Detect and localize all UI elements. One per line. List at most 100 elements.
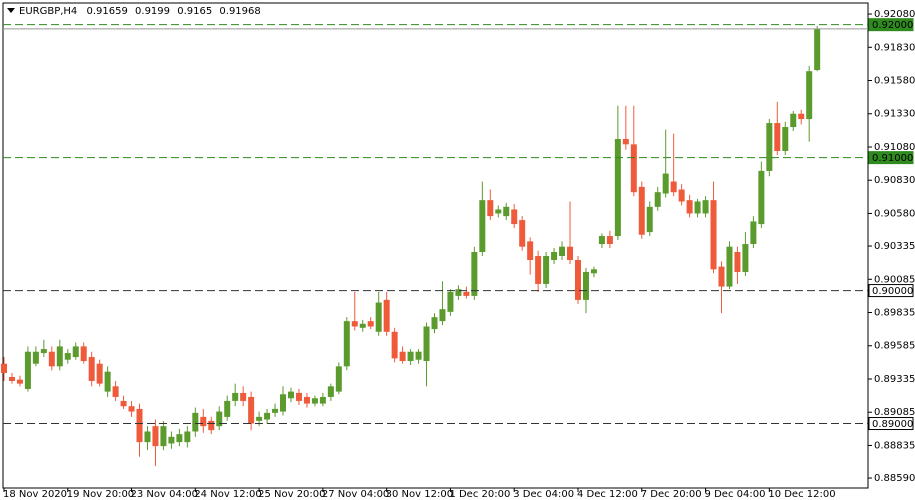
menu-triangle[interactable] bbox=[7, 8, 15, 13]
y-tick-label: 0.89085 bbox=[874, 407, 915, 418]
x-tick-label: 25 Nov 20:00 bbox=[258, 489, 325, 500]
candle-body bbox=[774, 123, 781, 151]
candle-body bbox=[543, 256, 550, 284]
candle-body bbox=[367, 321, 374, 327]
candle-body bbox=[758, 170, 765, 225]
candle-body bbox=[16, 379, 23, 384]
candle-body bbox=[232, 392, 239, 401]
x-tick-label: 4 Dec 12:00 bbox=[577, 489, 638, 500]
y-tick-label: 0.89585 bbox=[874, 341, 915, 352]
candle-body bbox=[630, 144, 637, 193]
candle-body bbox=[694, 201, 701, 214]
candle-body bbox=[678, 189, 685, 202]
candle-body bbox=[280, 394, 287, 412]
candle-body bbox=[391, 331, 398, 359]
header-close: 0.91968 bbox=[219, 6, 260, 17]
y-tick-label: 0.90580 bbox=[874, 208, 915, 219]
x-tick-label: 24 Nov 12:00 bbox=[194, 489, 261, 500]
y-tick-label: 0.90085 bbox=[874, 274, 915, 285]
level-label: 0.90000 bbox=[872, 286, 913, 297]
candle-body bbox=[359, 323, 366, 328]
candle-body bbox=[519, 220, 526, 247]
candle-body bbox=[662, 173, 669, 194]
candle-body bbox=[56, 346, 63, 367]
level-label-box bbox=[868, 417, 914, 431]
candle-body bbox=[455, 289, 462, 296]
candle-body bbox=[503, 206, 510, 217]
candle-body bbox=[216, 411, 223, 427]
candle-body bbox=[327, 386, 334, 397]
candle-body bbox=[487, 200, 494, 217]
candle-body bbox=[256, 416, 263, 421]
y-tick-label: 0.92080 bbox=[874, 9, 915, 20]
candle-body bbox=[88, 357, 95, 381]
candle-body bbox=[0, 363, 7, 373]
candle-body bbox=[208, 420, 215, 431]
level-label-box bbox=[868, 284, 914, 298]
candle-body bbox=[734, 252, 741, 272]
candle-body bbox=[287, 391, 294, 399]
level-label: 0.92000 bbox=[872, 20, 913, 31]
candle-body bbox=[112, 386, 119, 397]
candle-body bbox=[798, 113, 805, 120]
y-tick-label: 0.90335 bbox=[874, 241, 915, 252]
candle-body bbox=[311, 398, 318, 404]
y-tick-label: 0.90830 bbox=[874, 175, 915, 186]
candle-body bbox=[407, 351, 414, 362]
candle-body bbox=[168, 436, 175, 444]
candle-body bbox=[551, 252, 558, 260]
candle-body bbox=[710, 200, 717, 270]
candle-body bbox=[192, 412, 199, 432]
candle-body bbox=[423, 326, 430, 362]
candle-body bbox=[463, 291, 470, 296]
candle-body bbox=[790, 113, 797, 128]
candle-body bbox=[806, 71, 813, 120]
candle-body bbox=[335, 366, 342, 392]
candle-body bbox=[248, 396, 255, 424]
x-tick-label: 27 Nov 04:00 bbox=[322, 489, 389, 500]
candle-body bbox=[479, 200, 486, 253]
y-tick-label: 0.89335 bbox=[874, 374, 915, 385]
candle-body bbox=[160, 426, 167, 447]
y-tick-label: 0.89835 bbox=[874, 308, 915, 319]
y-tick-label: 0.91580 bbox=[874, 76, 915, 87]
candle-body bbox=[128, 406, 135, 412]
candle-body bbox=[622, 139, 629, 145]
candle-body bbox=[96, 363, 103, 384]
candle-body bbox=[614, 139, 621, 237]
header-open: 0.91659 bbox=[86, 6, 127, 17]
candle-body bbox=[224, 400, 231, 417]
candle-body bbox=[144, 431, 151, 443]
x-tick-label: 9 Dec 04:00 bbox=[705, 489, 766, 500]
candle-body bbox=[750, 221, 757, 245]
candle-body bbox=[582, 271, 589, 300]
x-tick-label: 19 Nov 20:00 bbox=[67, 489, 134, 500]
candle-body bbox=[511, 209, 518, 225]
candle-body bbox=[176, 434, 183, 443]
level-label-box bbox=[868, 18, 914, 32]
candle-body bbox=[726, 246, 733, 287]
candle-body bbox=[240, 392, 247, 401]
candle-body bbox=[686, 200, 693, 214]
candle-body bbox=[32, 351, 39, 364]
candle-body bbox=[351, 321, 358, 327]
candle-body bbox=[567, 246, 574, 260]
candle-body bbox=[415, 351, 422, 360]
candle-body bbox=[264, 412, 271, 420]
header-low: 0.9165 bbox=[177, 6, 212, 17]
y-tick-label: 0.91080 bbox=[874, 142, 915, 153]
level-label-box bbox=[868, 151, 914, 165]
x-tick-label: 1 Dec 20:00 bbox=[449, 489, 510, 500]
x-tick-label: 7 Dec 20:00 bbox=[641, 489, 702, 500]
y-tick-label: 0.91830 bbox=[874, 42, 915, 53]
candle-body bbox=[399, 351, 406, 362]
candle-body bbox=[24, 351, 31, 389]
candle-body bbox=[439, 309, 446, 322]
candle-body bbox=[184, 431, 191, 443]
candle-body bbox=[64, 353, 71, 360]
x-tick-label: 3 Dec 04:00 bbox=[513, 489, 574, 500]
candle-body bbox=[104, 371, 111, 392]
x-tick-label: 10 Dec 12:00 bbox=[768, 489, 835, 500]
candle-body bbox=[527, 241, 534, 260]
